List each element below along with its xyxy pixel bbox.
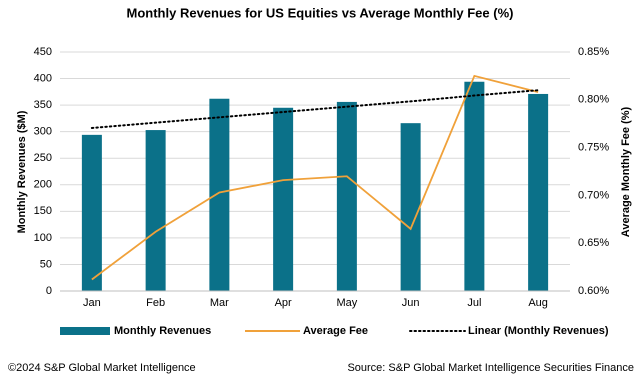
- chart-title: Monthly Revenues for US Equities vs Aver…: [127, 5, 514, 20]
- y2-tick-label: 0.70%: [578, 189, 609, 201]
- x-tick-label: Mar: [210, 297, 229, 309]
- bar: [400, 123, 421, 292]
- y-tick-label: 450: [34, 46, 52, 58]
- legend-swatch: [60, 327, 110, 335]
- legend-label: Monthly Revenues: [114, 325, 211, 337]
- line: [91, 74, 539, 281]
- y-tick-label: 0: [46, 285, 52, 297]
- y2-tick-label: 0.75%: [578, 142, 609, 154]
- bar: [273, 107, 294, 292]
- bar: [209, 98, 230, 291]
- x-tick-label: Feb: [146, 297, 165, 309]
- y-tick-label: 350: [34, 99, 52, 111]
- footer-right: Source: S&P Global Market Intelligence S…: [347, 362, 634, 374]
- y-axis-title: Monthly Revenues ($M): [16, 110, 28, 233]
- x-tick-label: Jan: [83, 297, 101, 309]
- y-tick-label: 200: [34, 179, 52, 191]
- y-tick-label: 250: [34, 152, 52, 164]
- x-tick-label: Aug: [528, 297, 548, 309]
- bar: [145, 130, 166, 291]
- x-tick-label: Apr: [275, 297, 292, 309]
- trend-line: [90, 89, 540, 129]
- y-tick-label: 50: [40, 258, 52, 270]
- legend-label: Linear (Monthly Revenues): [468, 325, 609, 337]
- y2-tick-label: 0.65%: [578, 237, 609, 249]
- y-tick-label: 400: [34, 72, 52, 84]
- y-tick-label: 300: [34, 126, 52, 138]
- bar: [528, 93, 549, 291]
- y2-tick-label: 0.80%: [578, 94, 609, 106]
- y2-tick-label: 0.85%: [578, 46, 609, 58]
- x-tick-label: Jun: [402, 297, 420, 309]
- y2-tick-label: 0.60%: [578, 285, 609, 297]
- x-tick-label: Jul: [467, 297, 481, 309]
- bar: [81, 134, 102, 291]
- y2-axis-title: Average Monthly Fee (%): [620, 106, 632, 237]
- footer-left: ©2024 S&P Global Market Intelligence: [8, 362, 196, 374]
- x-tick-label: May: [336, 297, 357, 309]
- legend-label: Average Fee: [303, 325, 368, 337]
- y-tick-label: 100: [34, 232, 52, 244]
- bar: [336, 101, 357, 292]
- y-tick-label: 150: [34, 205, 52, 217]
- bar: [464, 81, 485, 292]
